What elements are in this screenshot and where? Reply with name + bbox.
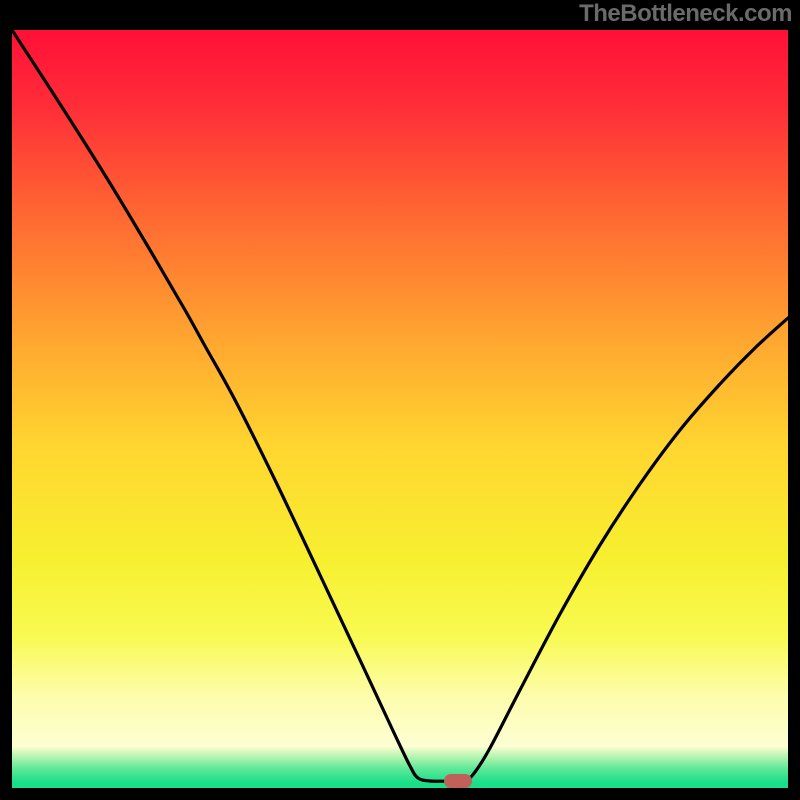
bottleneck-marker (444, 774, 472, 788)
watermark-text: TheBottleneck.com (579, 0, 792, 28)
chart-background (12, 30, 788, 788)
bottleneck-chart (0, 0, 800, 800)
